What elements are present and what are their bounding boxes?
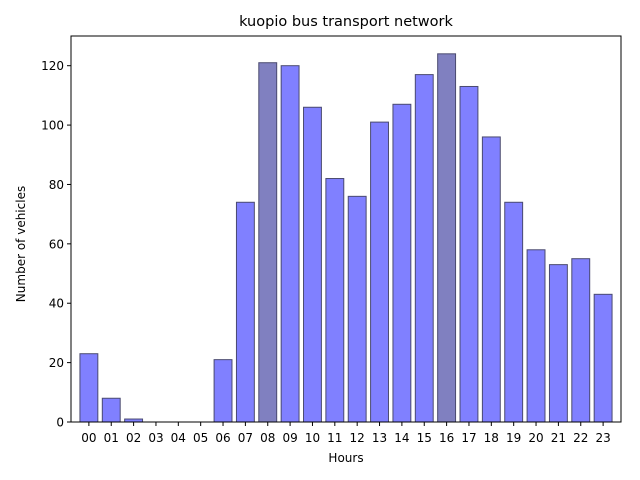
x-tick-label-09: 09 [282,431,297,445]
x-tick-label-01: 01 [104,431,119,445]
x-tick-label-05: 05 [193,431,208,445]
axes-layer [70,35,622,423]
bar-21 [548,264,568,423]
plot-frame [70,35,622,423]
y-tick-label: 20 [49,356,64,370]
x-tick-label-21: 21 [551,431,566,445]
x-tick-label-19: 19 [506,431,521,445]
x-tick-label-20: 20 [528,431,543,445]
x-tick-label-08: 08 [260,431,275,445]
x-tick-label-03: 03 [148,431,163,445]
bar-18 [481,136,501,423]
bar-16 [437,53,457,423]
bars-layer [79,53,613,423]
bar-22 [571,258,591,423]
x-tick-label-18: 18 [484,431,499,445]
bar-14 [392,103,412,423]
y-axis-label: Number of vehicles [14,186,28,302]
bar-07 [235,201,255,423]
bar-10 [303,106,322,423]
x-tick-label-22: 22 [573,431,588,445]
x-tick-label-07: 07 [238,431,253,445]
bar-09 [280,65,300,423]
x-tick-label-23: 23 [595,431,610,445]
x-tick-label-10: 10 [305,431,320,445]
bar-15 [414,74,434,423]
x-tick-label-15: 15 [417,431,432,445]
bar-23 [593,293,613,423]
bar-20 [526,249,546,423]
bar-19 [504,201,524,423]
chart-title: kuopio bus transport network [239,14,453,30]
y-ticks: 0 20 40 60 80 100 120 [41,59,71,430]
x-tick-label-17: 17 [461,431,476,445]
x-ticks: 00 01 02 03 04 05 06 07 08 09 10 11 12 13 14 15 16 17 18 19… [81,422,611,445]
x-tick-label-04: 04 [171,431,186,445]
x-axis-label: Hours [328,451,363,465]
bar-01 [101,397,121,423]
y-tick-label: 40 [49,297,64,311]
bar-00 [79,353,99,423]
bar-06 [213,359,233,423]
bar-13 [370,121,389,423]
bar-11 [325,178,345,423]
x-tick-label-12: 12 [350,431,365,445]
x-tick-label-13: 13 [372,431,387,445]
bar-12 [347,195,367,423]
x-tick-label-11: 11 [327,431,342,445]
bar-17 [459,85,479,423]
y-tick-label: 60 [49,237,64,251]
x-tick-label-16: 16 [439,431,454,445]
y-tick-label: 80 [49,178,64,192]
y-tick-label: 120 [41,59,64,73]
y-tick-label: 100 [41,119,64,133]
x-tick-label-14: 14 [394,431,409,445]
bar-08 [258,62,278,423]
y-tick-label: 0 [56,416,64,430]
x-tick-label-00: 00 [81,431,96,445]
x-tick-label-06: 06 [215,431,230,445]
x-tick-label-02: 02 [126,431,141,445]
